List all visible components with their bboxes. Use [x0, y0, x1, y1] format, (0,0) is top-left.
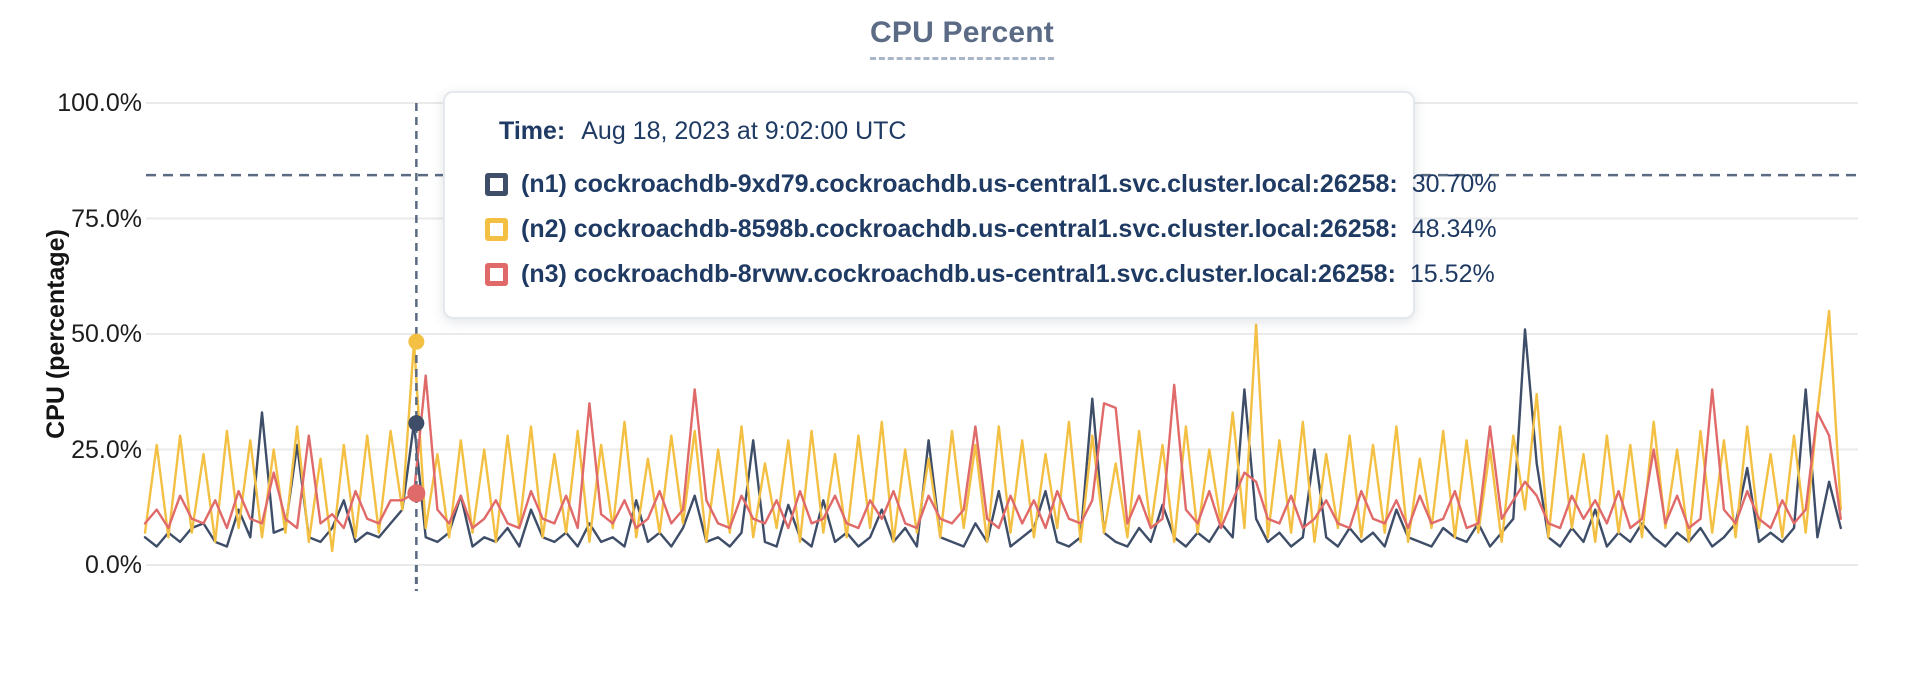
chart-title[interactable]: CPU Percent [0, 16, 1924, 60]
tooltip-series-row: (n3) cockroachdb-8rvwv.cockroachdb.us-ce… [485, 260, 1495, 289]
tooltip-series-value: 48.34% [1411, 215, 1497, 243]
series-legend-marker-icon [485, 263, 508, 286]
tooltip-series-label: (n2) cockroachdb-8598b.cockroachdb.us-ce… [521, 215, 1398, 243]
tooltip-time-row: Time: Aug 18, 2023 at 9:02:00 UTC [499, 117, 1379, 146]
series-line [143, 374, 1843, 530]
tooltip-series-row: (n1) cockroachdb-9xd79.cockroachdb.us-ce… [485, 170, 1497, 199]
hover-value-dot [408, 333, 425, 350]
series-legend-marker-icon [485, 173, 508, 196]
series-line [143, 328, 1843, 548]
y-tick-label: 25.0% [71, 435, 142, 464]
y-tick-label: 50.0% [71, 320, 142, 348]
tooltip-series-label: (n1) cockroachdb-9xd79.cockroachdb.us-ce… [521, 170, 1398, 198]
tooltip-time-label: Time: [499, 117, 566, 145]
y-tick-label: 100.0% [57, 89, 142, 117]
hover-value-dot [407, 484, 426, 503]
tooltip-series-rows: (n1) cockroachdb-9xd79.cockroachdb.us-ce… [485, 170, 1497, 289]
tooltip-series-row: (n2) cockroachdb-8598b.cockroachdb.us-ce… [485, 215, 1497, 244]
series-line [143, 309, 1843, 553]
chart-title-text: CPU Percent [870, 16, 1054, 60]
tooltip-series-value: 15.52% [1409, 260, 1495, 288]
tooltip-series-value: 30.70% [1411, 170, 1497, 198]
y-tick-label: 0.0% [85, 551, 142, 579]
hover-value-dot [408, 415, 425, 432]
y-tick-label: 75.0% [71, 204, 142, 233]
tooltip-time-value: Aug 18, 2023 at 9:02:00 UTC [581, 117, 907, 145]
tooltip-series-label: (n3) cockroachdb-8rvwv.cockroachdb.us-ce… [521, 260, 1396, 288]
hover-tooltip: Time: Aug 18, 2023 at 9:02:00 UTC (n1) co… [443, 91, 1497, 319]
series-legend-marker-icon [485, 218, 508, 241]
